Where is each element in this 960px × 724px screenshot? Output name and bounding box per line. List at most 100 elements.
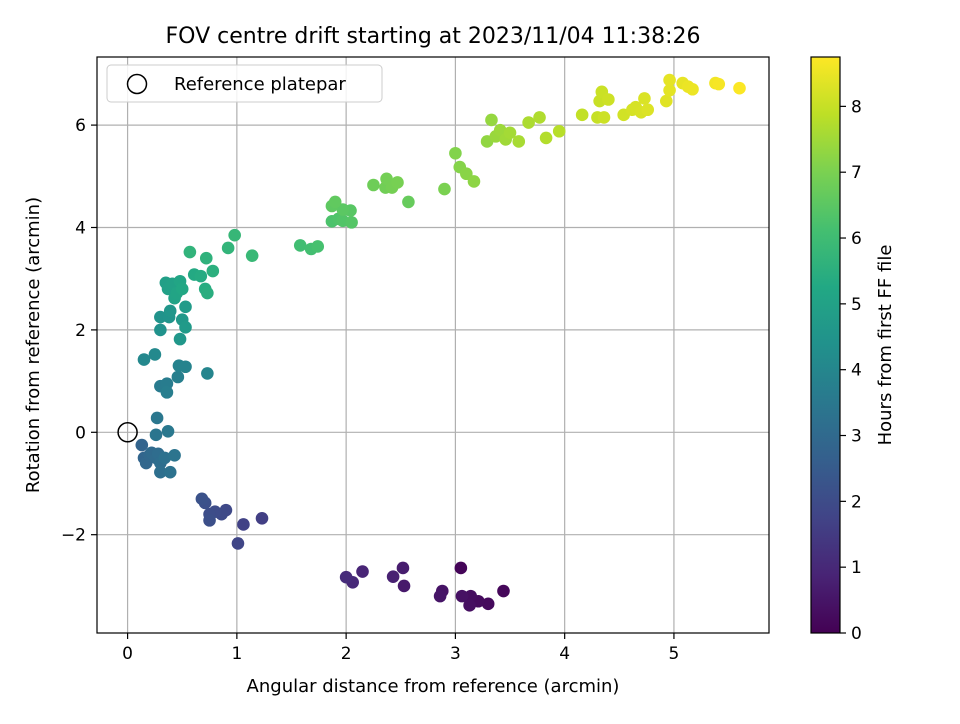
data-point (367, 178, 380, 192)
data-point (336, 203, 350, 216)
data-point (163, 304, 177, 318)
colorbar-tick-label: 7 (851, 163, 862, 183)
data-point (485, 113, 498, 127)
data-point (449, 146, 462, 160)
data-point (356, 565, 369, 578)
data-point (150, 411, 164, 425)
data-point (463, 599, 476, 612)
data-point (467, 175, 481, 188)
data-point (179, 300, 192, 314)
data-point (433, 589, 447, 603)
colorbar-tick-label: 2 (851, 492, 862, 512)
data-point (497, 584, 510, 598)
data-point (663, 73, 676, 87)
colorbar-tick-label: 4 (851, 361, 862, 381)
colorbar-tick-label: 3 (851, 427, 862, 447)
y-tick-label: 6 (75, 116, 86, 136)
data-point (733, 81, 746, 95)
x-tick-label: 1 (231, 644, 242, 664)
legend: Reference platepar (106, 64, 383, 103)
data-point (154, 323, 167, 337)
data-point (712, 77, 726, 91)
reference-platepar-marker (117, 422, 138, 443)
data-point (160, 386, 174, 399)
data-point (137, 353, 151, 366)
data-point (464, 589, 477, 603)
data-point (503, 126, 517, 140)
data-point (173, 332, 187, 346)
data-point (175, 282, 189, 296)
data-point (201, 367, 214, 380)
data-point (154, 310, 167, 324)
data-point (135, 438, 149, 452)
colorbar-ticks: 0 1 2 3 4 5 6 7 8 (840, 97, 862, 644)
data-point (522, 116, 535, 129)
data-point (199, 251, 213, 265)
colorbar-tick-label: 6 (851, 229, 862, 249)
data-point (201, 286, 214, 300)
colorbar-label: Hours from first FF file (875, 245, 896, 446)
y-tick-label: 2 (75, 321, 86, 341)
data-point (154, 465, 167, 479)
x-axis-label: Angular distance from reference (arcmin) (247, 676, 620, 697)
data-point (179, 360, 192, 374)
data-point (455, 589, 469, 603)
legend-marker-icon (126, 73, 148, 95)
data-points (135, 73, 746, 612)
data-point (183, 245, 197, 259)
y-axis-ticks: −2 0 2 4 6 (61, 116, 97, 546)
data-point (512, 135, 526, 148)
data-point (663, 83, 676, 97)
chart-title: FOV centre drift starting at 2023/11/04 … (166, 24, 701, 49)
data-point (391, 176, 404, 189)
data-point (397, 579, 411, 593)
data-point (255, 512, 269, 525)
data-point (245, 249, 259, 262)
data-point (539, 131, 553, 145)
data-point (194, 269, 208, 283)
data-point (345, 216, 358, 229)
data-point (163, 465, 177, 479)
data-point (221, 241, 235, 255)
y-tick-label: 4 (75, 218, 86, 238)
data-point (454, 561, 468, 575)
data-point (460, 167, 473, 181)
x-tick-label: 4 (559, 644, 570, 664)
data-point (552, 124, 566, 138)
data-point (638, 92, 651, 105)
data-point (339, 570, 353, 584)
x-tick-label: 3 (450, 644, 461, 664)
data-point (293, 239, 307, 252)
data-point (328, 195, 342, 209)
colorbar-gradient (810, 56, 841, 634)
data-point (438, 182, 451, 196)
data-point (533, 111, 546, 124)
x-tick-label: 2 (341, 644, 352, 664)
data-point (203, 514, 216, 527)
data-point (659, 94, 673, 108)
data-point (493, 123, 507, 137)
data-point (602, 93, 615, 106)
data-point (149, 428, 163, 442)
data-point (396, 561, 410, 575)
colorbar-tick-label: 0 (851, 624, 862, 644)
data-point (179, 321, 192, 334)
data-point (161, 424, 175, 438)
data-point (171, 370, 185, 384)
plot-frame (96, 56, 770, 634)
data-point (168, 449, 181, 462)
colorbar-tick-label: 1 (851, 558, 862, 578)
grid-lines (97, 57, 769, 633)
data-point (228, 228, 241, 242)
data-point (597, 111, 611, 124)
y-axis-label: Rotation from reference (arcmin) (23, 197, 44, 493)
data-point (231, 537, 245, 550)
data-point (195, 492, 209, 506)
x-tick-label: 5 (669, 644, 680, 664)
data-point (148, 348, 162, 361)
legend-label: Reference platepar (174, 74, 346, 95)
y-tick-label: −2 (61, 526, 86, 546)
data-point (481, 597, 495, 611)
